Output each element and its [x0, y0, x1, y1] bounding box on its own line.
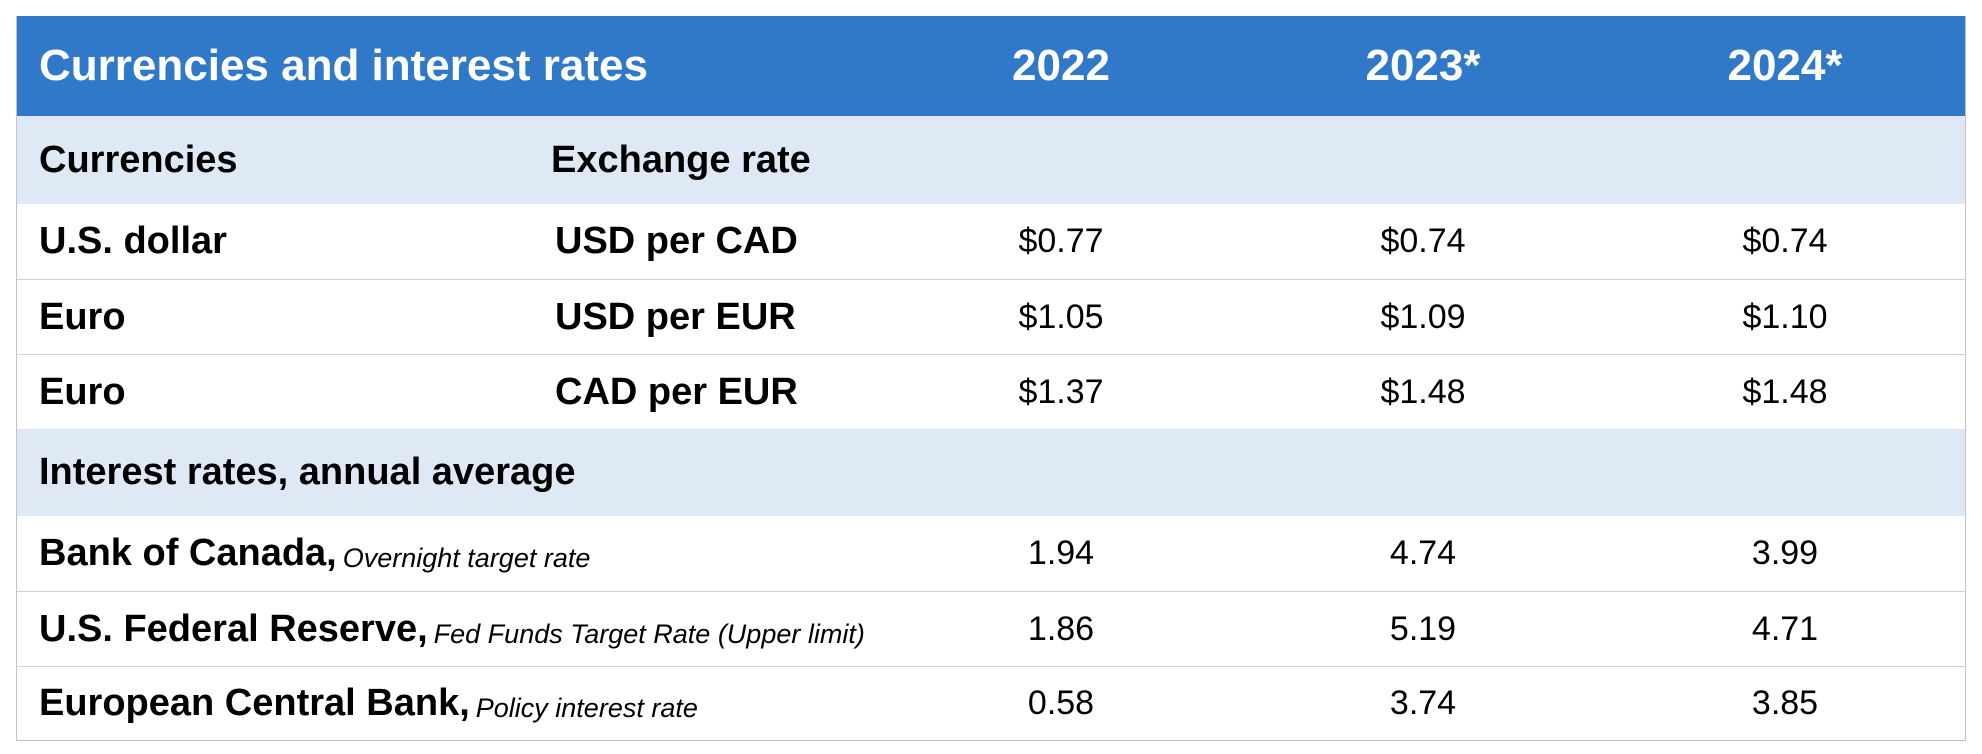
- table-row: U.S. dollar USD per CAD $0.77 $0.74 $0.7…: [17, 204, 1965, 279]
- section-header-currencies: Currencies Exchange rate: [17, 116, 1965, 204]
- column-header-2022: 2022: [1012, 41, 1110, 90]
- value-2023: $1.48: [1380, 372, 1466, 411]
- value-2024: 3.99: [1751, 534, 1819, 572]
- section-sublabel: Exchange rate: [551, 138, 811, 181]
- value-2022: 1.86: [1027, 609, 1095, 648]
- column-header-2023: 2023*: [1365, 41, 1481, 90]
- rate-description: Policy interest rate: [475, 693, 698, 723]
- section-header-interest-rates: Interest rates, annual average: [17, 429, 1965, 516]
- table-row: Bank of Canada, Overnight target rate 1.9…: [17, 516, 1965, 591]
- value-2023: 3.74: [1389, 684, 1457, 722]
- value-2023: 5.19: [1389, 609, 1457, 648]
- value-2024: 4.71: [1751, 609, 1819, 648]
- value-2022: 0.58: [1027, 684, 1095, 722]
- row-unit: USD per CAD: [555, 220, 798, 262]
- value-2023: 4.74: [1389, 534, 1457, 572]
- bank-name: Bank of Canada,: [39, 532, 337, 574]
- bank-name: European Central Bank,: [39, 682, 470, 724]
- value-2022: $1.05: [1018, 297, 1104, 336]
- row-name: Euro: [39, 295, 126, 338]
- row-name: Bank of Canada, Overnight target rate: [39, 516, 590, 591]
- value-2024: $1.48: [1742, 372, 1828, 411]
- section-label: Currencies: [39, 138, 238, 181]
- value-2023: $1.09: [1380, 297, 1466, 336]
- value-2024: 3.85: [1751, 684, 1819, 722]
- table-row: Euro CAD per EUR $1.37 $1.48 $1.48: [17, 354, 1965, 429]
- table-row: European Central Bank, Policy interest ra…: [17, 666, 1965, 741]
- table-header: Currencies and interest rates 2022 2023*…: [17, 16, 1965, 116]
- value-2024: $0.74: [1742, 222, 1828, 260]
- value-2022: 1.94: [1027, 534, 1095, 572]
- value-2022: $0.77: [1018, 222, 1104, 260]
- column-header-2024: 2024*: [1727, 41, 1843, 90]
- row-unit: USD per EUR: [555, 295, 796, 338]
- row-name: U.S. dollar: [39, 220, 227, 262]
- row-name: Euro: [39, 370, 126, 413]
- row-name: European Central Bank, Policy interest ra…: [39, 667, 698, 740]
- row-unit: CAD per EUR: [555, 370, 798, 413]
- table-row: U.S. Federal Reserve, Fed Funds Target Ra…: [17, 591, 1965, 666]
- value-2024: $1.10: [1742, 297, 1828, 336]
- value-2023: $0.74: [1380, 222, 1466, 260]
- table-row: Euro USD per EUR $1.05 $1.09 $1.10: [17, 279, 1965, 354]
- row-name: U.S. Federal Reserve, Fed Funds Target Ra…: [39, 592, 865, 666]
- rate-description: Overnight target rate: [342, 543, 591, 573]
- rate-description: Fed Funds Target Rate (Upper limit): [433, 618, 865, 649]
- value-2022: $1.37: [1018, 372, 1104, 411]
- rates-table: Currencies and interest rates 2022 2023*…: [16, 16, 1966, 741]
- bank-name: U.S. Federal Reserve,: [39, 607, 428, 650]
- section-label: Interest rates, annual average: [39, 451, 576, 493]
- table-title: Currencies and interest rates: [39, 41, 648, 90]
